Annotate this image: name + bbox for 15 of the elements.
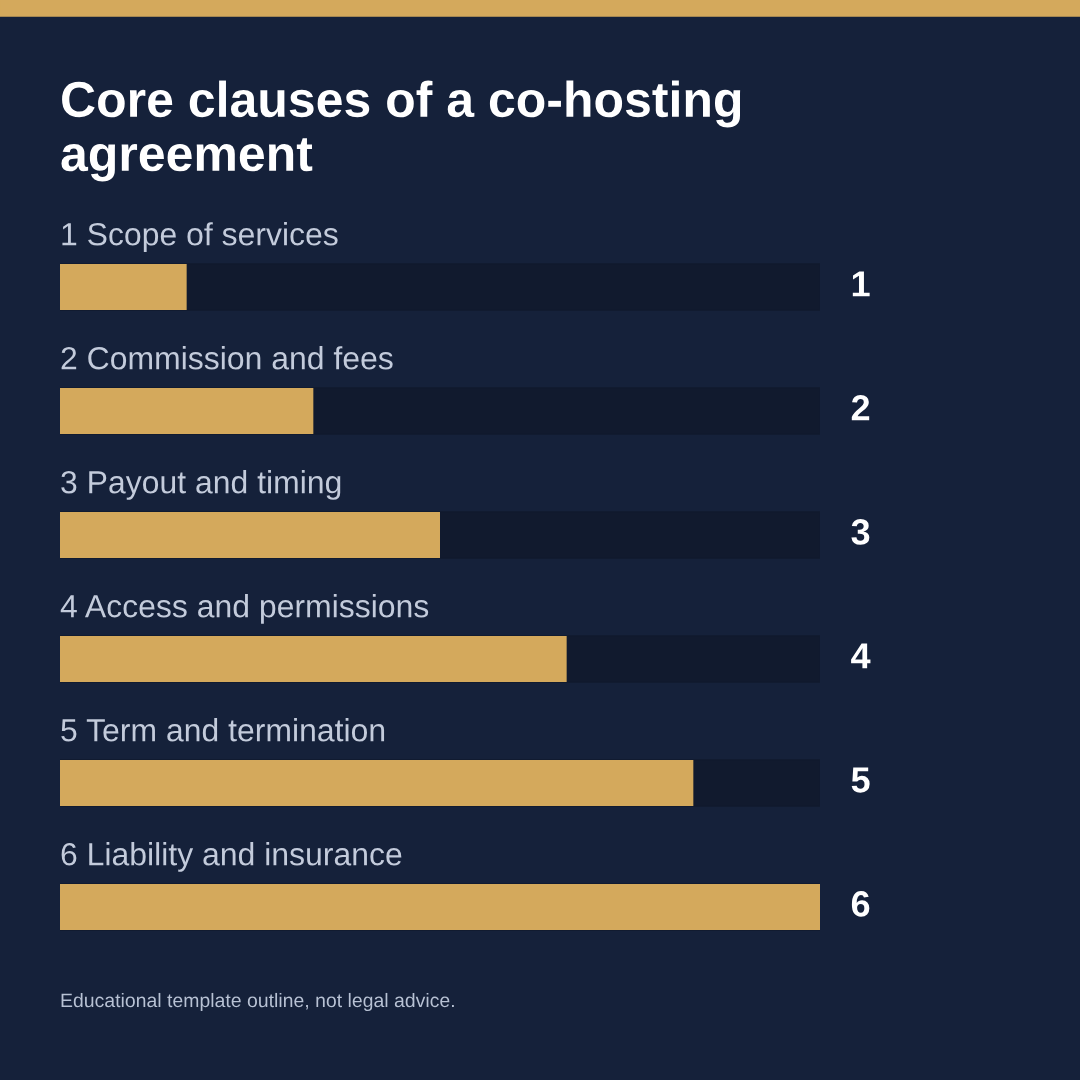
y-tick-label: 4 Access and permissions <box>60 594 429 624</box>
text: Educational template outline, not legal advice. <box>61 992 454 1012</box>
data-label: 5 <box>851 767 870 793</box>
y-tick-label: 2 Commission and fees <box>61 346 393 370</box>
y-tick-label: 3 Payout and timing <box>61 470 341 500</box>
y-tick-label: 6 Liability and insurance <box>61 842 402 872</box>
y-tick-label: 1 Scope of services <box>62 222 338 252</box>
data-label: 4 <box>851 643 871 669</box>
chart-title: Core clauses of a co-hosting agreement <box>61 80 741 182</box>
data-label: 6 <box>851 891 870 917</box>
data-label: 2 <box>851 395 870 421</box>
data-label: 3 <box>851 519 870 545</box>
data-label: 1 <box>852 271 870 297</box>
y-tick-label: 5 Term and termination <box>61 718 385 742</box>
bar <box>60 263 187 310</box>
